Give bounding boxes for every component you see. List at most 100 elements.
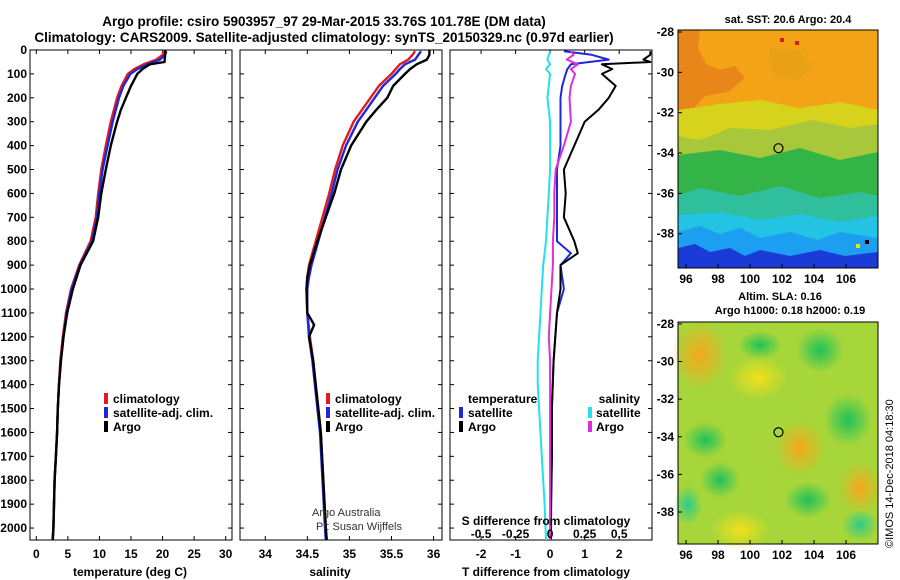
legend-title-salinity: salinity [599, 392, 641, 406]
map-x-tick-label: 96 [679, 272, 693, 286]
legend-swatch-argo [104, 421, 108, 432]
sla-blob [672, 320, 728, 390]
map-y-tick-label: -32 [657, 106, 675, 120]
sla-blob [710, 510, 770, 550]
legend-label-s-satellite: satellite [596, 406, 641, 420]
legend-swatch-s-argo [588, 421, 592, 432]
sla-blob [774, 420, 826, 476]
depth-tick-label: 1800 [0, 473, 27, 487]
map-x-tick-label: 96 [679, 548, 693, 562]
x-tick-label: 15 [124, 547, 138, 561]
sst-band-green [678, 148, 878, 205]
s-difference-axis-label: S difference from climatology [462, 514, 631, 528]
sla-blob [796, 328, 844, 372]
sla-blob [728, 356, 788, 400]
x-tick-label: -1 [510, 547, 521, 561]
depth-tick-label: 900 [7, 258, 27, 272]
map-y-tick-label: -36 [657, 467, 675, 481]
s-tick-label: -0.25 [502, 527, 530, 541]
sla-blob [838, 462, 882, 514]
legend-label-t-satellite: satellite [468, 406, 513, 420]
sla-blob [674, 485, 702, 525]
x-tick-label: 36 [427, 547, 441, 561]
x-tick-label: 34 [259, 547, 273, 561]
sla-map-title: Altim. SLA: 0.16 [738, 291, 822, 303]
x-tick-label: 35.5 [380, 547, 404, 561]
sst-band-blue [678, 244, 878, 268]
profile-lines [51, 50, 652, 541]
sla-map [672, 320, 882, 550]
legend-swatch-t-satellite [459, 407, 463, 418]
map-y-tick-label: -38 [657, 227, 675, 241]
sst-patch-orange [678, 30, 745, 116]
map-x-tick-label: 106 [836, 548, 856, 562]
x-tick-label: 0 [33, 547, 40, 561]
map-y-tick-label: -38 [657, 505, 675, 519]
map-y-tick-label: -32 [657, 392, 675, 406]
legend-swatch-s-satellite [588, 407, 592, 418]
s-tick-label: 0 [547, 527, 554, 541]
legend-swatch-satellite [104, 407, 108, 418]
x-tick-label: 2 [616, 547, 623, 561]
x-tick-label: 5 [65, 547, 72, 561]
series-argo [305, 50, 431, 541]
x-tick-label: 25 [187, 547, 201, 561]
map-y-tick-label: -28 [657, 317, 675, 331]
map-y-tick-label: -34 [657, 146, 675, 160]
depth-tick-label: 700 [7, 210, 27, 224]
imos-timestamp: ©IMOS 14-Dec-2018 04:18:30 [884, 399, 896, 548]
map-x-tick-label: 100 [740, 272, 760, 286]
legend-label-satellite: satellite-adj. clim. [335, 406, 435, 420]
depth-tick-label: 600 [7, 186, 27, 200]
x-tick-label: 0 [547, 547, 554, 561]
legend-swatch-climatology [326, 393, 330, 404]
credit-line-2: PI: Susan Wijffels [316, 521, 402, 533]
depth-tick-label: 1400 [0, 378, 27, 392]
legend-label-climatology: climatology [335, 392, 402, 406]
map-x-tick-label: 104 [804, 272, 824, 286]
credit-line-1: Argo Australia [312, 507, 381, 519]
sla-map-frame [677, 321, 879, 545]
depth-tick-label: 400 [7, 139, 27, 153]
map-x-tick-label: 100 [740, 548, 760, 562]
depth-tick-label: 2000 [0, 521, 27, 535]
tick-marks [30, 49, 652, 540]
map-y-tick-label: -30 [657, 355, 675, 369]
map-x-tick-label: 106 [836, 272, 856, 286]
sst-map-frame [677, 29, 879, 269]
s-tick-label: 0.25 [573, 527, 597, 541]
salinity-panel-frame [239, 49, 443, 541]
depth-tick-label: 300 [7, 115, 27, 129]
legend-swatch-satellite [326, 407, 330, 418]
map-x-tick-label: 98 [711, 548, 725, 562]
sla-blob [824, 394, 872, 446]
x-tick-label: 30 [219, 547, 233, 561]
title-line-2: Climatology: CARS2009. Satellite-adjuste… [34, 30, 613, 45]
depth-tick-label: 1300 [0, 354, 27, 368]
depth-tick-label: 800 [7, 234, 27, 248]
sla-blob [784, 482, 832, 518]
depth-tick-label: 200 [7, 91, 27, 105]
sla-blob [842, 509, 878, 541]
x-tick-label: 34.5 [296, 547, 320, 561]
title-line-1: Argo profile: csiro 5903957_97 29-Mar-20… [102, 14, 545, 29]
map-x-tick-label: 98 [711, 272, 725, 286]
legend-swatch-argo [326, 421, 330, 432]
map-y-tick-label: -34 [657, 430, 675, 444]
sla-map-subtitle: Argo h1000: 0.18 h2000: 0.19 [715, 305, 865, 317]
sst-missing-pixel [865, 240, 869, 244]
legend-swatch-t-argo [459, 421, 463, 432]
depth-tick-label: 100 [7, 67, 27, 81]
sst-pixel [856, 244, 860, 248]
map-y-tick-label: -30 [657, 65, 675, 79]
sla-blob [700, 462, 740, 498]
sla-argo-marker [773, 427, 784, 438]
legend-title-temperature: temperature [468, 392, 538, 406]
depth-tick-label: 1600 [0, 425, 27, 439]
t-difference-axis-label: T difference from climatology [462, 565, 630, 579]
depth-tick-labels: 0 100 200 300 400 500 600 700 800 900 1000 1100 1200… [0, 43, 27, 535]
legend-swatch-climatology [104, 393, 108, 404]
sst-argo-marker [773, 143, 784, 154]
series-s-satellite [536, 50, 552, 541]
